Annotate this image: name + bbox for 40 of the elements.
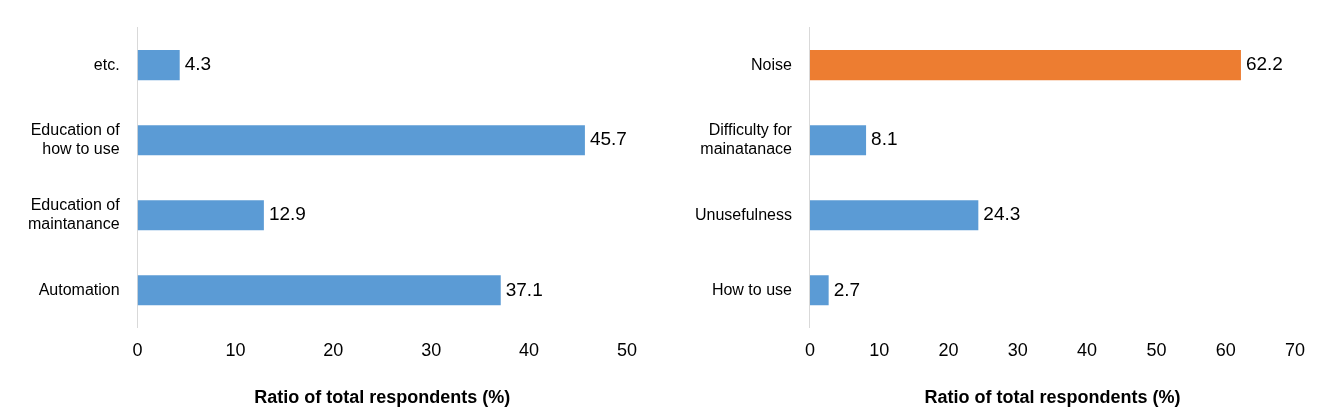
x-tick-label: 20	[323, 339, 344, 360]
x-tick-label: 10	[869, 339, 890, 360]
x-tick-label: 70	[1284, 339, 1306, 360]
x-tick-label: 30	[1007, 339, 1028, 360]
x-axis-title: Ratio of total respondents (%)	[924, 387, 1181, 408]
data-label: 8.1	[871, 128, 898, 150]
data-label: 24.3	[983, 203, 1021, 225]
bar	[809, 50, 1241, 81]
y-tick-label: Education of maintanance	[27, 196, 121, 233]
x-tick-label: 0	[132, 339, 143, 360]
x-tick-label: 50	[616, 339, 638, 360]
data-label: 62.2	[1245, 53, 1283, 75]
x-axis-title: Ratio of total respondents (%)	[254, 387, 511, 408]
bar	[137, 50, 180, 81]
y-tick-label: How to use	[711, 280, 793, 298]
bar	[137, 275, 501, 306]
data-label: 12.9	[268, 203, 306, 225]
x-tick-label: 30	[421, 339, 442, 360]
x-tick-label: 0	[804, 339, 815, 360]
y-tick-label: Education of how to use	[30, 120, 121, 158]
data-label: 45.7	[589, 128, 627, 150]
bar	[809, 200, 979, 231]
data-label: 4.3	[184, 53, 212, 75]
bar	[809, 275, 829, 306]
data-label: 37.1	[505, 278, 543, 300]
x-tick-label: 40	[519, 339, 540, 360]
x-tick-label: 60	[1215, 339, 1236, 360]
y-tick-label: Automation	[38, 280, 120, 298]
data-label: 2.7	[833, 278, 861, 300]
bar	[137, 125, 585, 156]
x-tick-label: 40	[1077, 339, 1098, 360]
x-tick-label: 10	[225, 339, 246, 360]
y-tick-label: Noise	[751, 55, 793, 73]
x-tick-label: 50	[1146, 339, 1167, 360]
x-tick-label: 20	[938, 339, 959, 360]
bar	[809, 125, 867, 156]
y-tick-label: Unusefulness	[694, 205, 792, 223]
y-tick-label: etc.	[93, 55, 120, 73]
bar	[137, 200, 264, 231]
y-tick-label: Difficulty for mainatanace	[700, 120, 793, 158]
